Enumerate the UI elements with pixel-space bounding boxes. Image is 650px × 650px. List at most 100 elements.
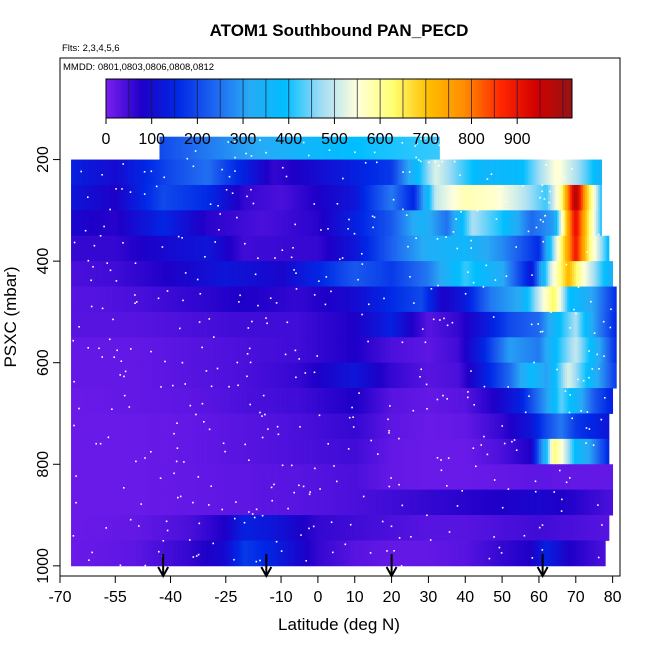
heatmap-cell	[297, 362, 300, 389]
heatmap-cell	[74, 438, 77, 465]
heatmap-cell	[179, 337, 182, 364]
heatmap-cell	[389, 438, 392, 465]
heatmap-cell	[404, 438, 407, 465]
heatmap-cell	[104, 515, 107, 541]
heatmap-cell	[566, 515, 569, 541]
heatmap-cell	[605, 286, 608, 313]
heatmap-cell	[233, 210, 236, 237]
heatmap-cell	[253, 311, 256, 338]
heatmap-cell	[380, 210, 383, 237]
heatmap-cell	[91, 438, 94, 465]
heatmap-cell	[601, 413, 604, 440]
heatmap-cell	[548, 337, 551, 364]
heatmap-cell	[83, 388, 87, 414]
heatmap-cell	[500, 210, 503, 237]
sample-dots	[72, 137, 612, 567]
heatmap-cell	[572, 337, 575, 364]
heatmap-cell	[376, 286, 380, 313]
heatmap-cell	[251, 540, 254, 567]
heatmap-cell	[581, 159, 584, 186]
heatmap-cell	[203, 210, 206, 237]
heatmap-cell	[203, 311, 206, 338]
heatmap-cell	[153, 184, 157, 211]
heatmap-cell	[192, 413, 195, 440]
heatmap-cell	[163, 159, 166, 186]
heatmap-cell	[505, 413, 509, 440]
heatmap-cell	[255, 210, 258, 237]
heatmap-cell	[220, 235, 223, 262]
heatmap-cell	[80, 362, 83, 389]
heatmap-cell	[275, 184, 278, 211]
heatmap-cell	[465, 286, 468, 313]
heatmap-cell	[258, 362, 262, 389]
heatmap-cell	[332, 438, 335, 465]
heatmap-cell	[461, 540, 464, 567]
heatmap-cell	[109, 286, 112, 313]
heatmap-cell	[537, 311, 540, 338]
heatmap-cell	[365, 540, 369, 567]
heatmap-cell	[139, 184, 142, 211]
heatmap-cell	[612, 286, 615, 313]
heatmap-cell	[461, 464, 464, 491]
heatmap-cell	[165, 235, 168, 262]
heatmap-cell	[249, 337, 252, 364]
heatmap-cell	[384, 413, 387, 440]
heatmap-cell	[559, 515, 562, 541]
heatmap-cell	[117, 438, 120, 465]
heatmap-cell	[586, 540, 590, 567]
heatmap-cell	[511, 235, 514, 262]
heatmap-cell	[181, 413, 184, 440]
heatmap-cell	[277, 210, 280, 237]
heatmap-cell	[176, 286, 179, 313]
heatmap-cell	[139, 311, 142, 338]
heatmap-cell	[439, 388, 442, 414]
heatmap-cell	[459, 464, 462, 491]
heatmap-cell	[273, 286, 276, 313]
heatmap-cell	[227, 159, 230, 186]
heatmap-cell	[139, 362, 142, 389]
heatmap-cell	[282, 540, 286, 567]
heatmap-cell	[176, 388, 179, 414]
heatmap-cell	[446, 489, 450, 516]
heatmap-cell	[605, 515, 608, 541]
heatmap-cell	[384, 210, 387, 237]
heatmap-cell	[467, 261, 470, 287]
heatmap-cell	[209, 136, 212, 163]
sample-dot	[308, 154, 310, 157]
heatmap-cell	[236, 136, 240, 163]
heatmap-cell	[297, 261, 300, 287]
heatmap-cell	[358, 311, 361, 338]
heatmap-cell	[579, 184, 582, 211]
heatmap-cell	[343, 540, 346, 567]
heatmap-cell	[557, 515, 560, 541]
heatmap-cell	[496, 184, 499, 211]
heatmap-cell	[271, 515, 275, 541]
heatmap-cell	[225, 362, 229, 389]
heatmap-cell	[117, 235, 120, 262]
heatmap-cell	[80, 540, 83, 567]
heatmap-cell	[205, 515, 208, 541]
heatmap-cell	[533, 362, 536, 389]
heatmap-cell	[404, 515, 407, 541]
heatmap-cell	[207, 235, 210, 262]
heatmap-cell	[548, 540, 551, 567]
heatmap-cell	[91, 159, 94, 186]
heatmap-cell	[415, 136, 418, 163]
sample-dot	[490, 173, 493, 175]
heatmap-cell	[277, 311, 280, 338]
heatmap-cell	[542, 362, 545, 389]
heatmap-cell	[212, 337, 216, 364]
heatmap-cell	[452, 337, 455, 364]
heatmap-cell	[93, 261, 96, 287]
heatmap-cell	[207, 515, 210, 541]
heatmap-cell	[480, 362, 483, 389]
heatmap-cell	[474, 464, 477, 491]
heatmap-cell	[282, 515, 286, 541]
heatmap-cell	[572, 464, 575, 491]
heatmap-cell	[109, 362, 112, 389]
heatmap-cell	[216, 311, 219, 338]
heatmap-cell	[159, 136, 162, 163]
heatmap-cell	[229, 489, 232, 516]
heatmap-cell	[124, 159, 127, 186]
heatmap-cell	[365, 286, 369, 313]
